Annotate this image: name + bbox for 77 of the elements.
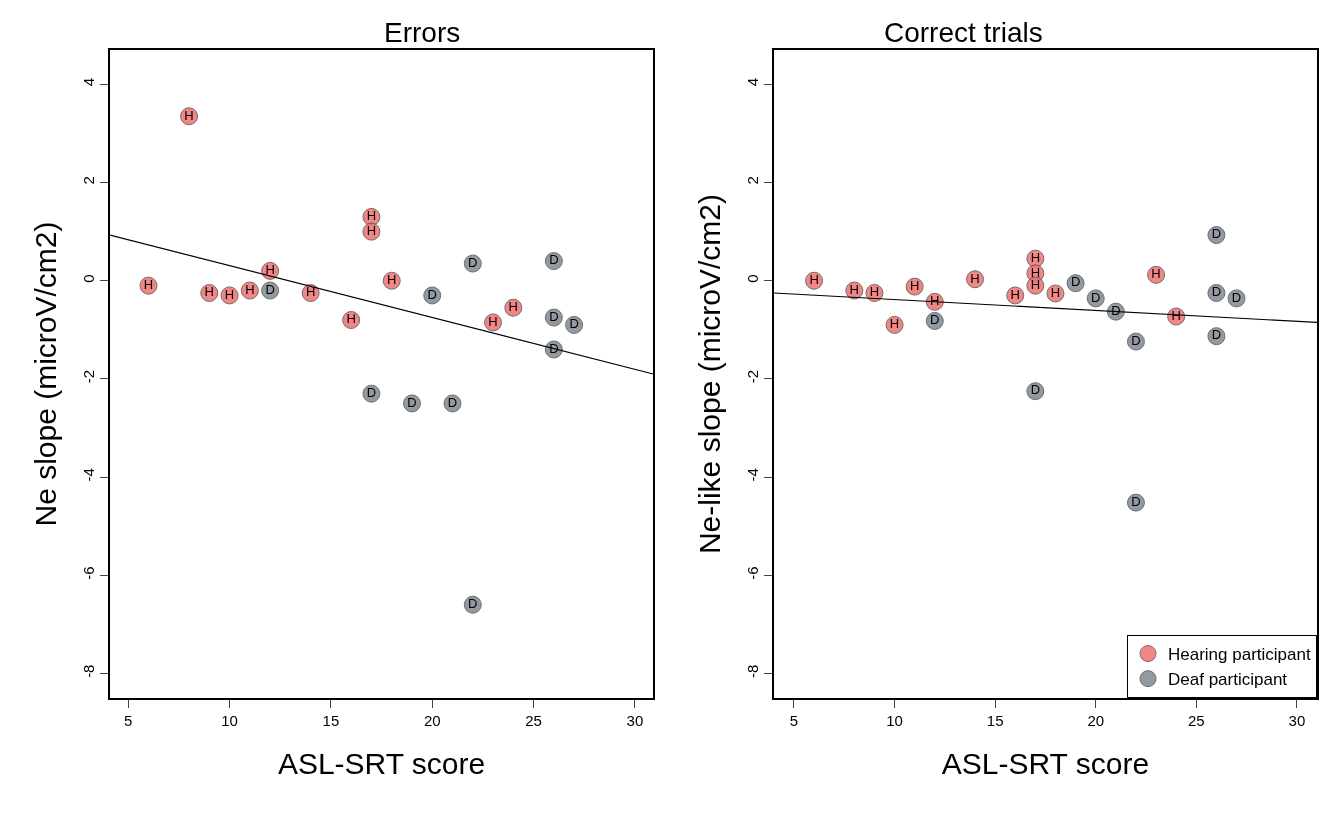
data-label: D (468, 595, 478, 611)
data-label: H (1050, 284, 1061, 300)
x-tick-label: 20 (1087, 711, 1105, 729)
data-label: H (265, 262, 275, 278)
data-label: H (143, 276, 154, 292)
data-label: H (889, 316, 900, 332)
data-label: D (1131, 332, 1141, 348)
x-axis-title: ASL-SRT score (277, 746, 486, 780)
data-label: H (869, 284, 880, 300)
data-label: H (224, 286, 235, 302)
data-label: H (970, 270, 980, 286)
data-label: D (549, 252, 559, 268)
data-label: D (930, 312, 940, 328)
data-label: D (1070, 274, 1081, 290)
data-label: H (245, 281, 255, 297)
data-label: H (849, 281, 860, 297)
y-tick-label: -4 (744, 468, 762, 482)
data-label: H (1010, 286, 1020, 302)
y-tick-label: 0 (80, 274, 98, 283)
y-axis-title: Ne-like slope (microV/cm2) (692, 193, 726, 555)
legend-label: Hearing participant (1168, 645, 1311, 665)
data-label: H (488, 313, 498, 329)
data-label: H (366, 208, 377, 224)
data-label: H (204, 284, 215, 300)
y-tick-label: -8 (80, 664, 98, 678)
data-label: D (468, 254, 478, 270)
x-tick-label: 5 (124, 711, 133, 729)
x-tick-label: 15 (322, 711, 340, 729)
legend-label: Deaf participant (1168, 670, 1288, 690)
data-label: D (407, 394, 417, 410)
data-label: H (809, 271, 819, 287)
data-label: D (366, 384, 377, 400)
data-label: D (1091, 289, 1101, 305)
y-tick-label: 2 (80, 176, 98, 185)
data-label: D (427, 286, 437, 302)
x-tick-label: 20 (423, 711, 441, 729)
data-label: D (1131, 493, 1141, 509)
data-label: H (346, 311, 356, 327)
x-tick-label: 30 (1288, 711, 1306, 729)
data-label: D (1211, 327, 1222, 343)
chart-title: Errors (384, 17, 461, 48)
x-tick-label: 15 (986, 711, 1004, 729)
x-tick-label: 30 (626, 711, 644, 729)
y-tick-label: -2 (80, 369, 98, 384)
data-label: D (1030, 382, 1041, 398)
data-label: H (184, 107, 194, 123)
y-axis-title: Ne slope (microV/cm2) (28, 221, 62, 527)
data-label: D (1211, 226, 1222, 242)
y-tick-label: 4 (80, 77, 98, 87)
data-label: D (549, 308, 559, 324)
data-label: D (447, 394, 458, 410)
y-tick-label: -8 (744, 664, 762, 678)
y-tick-label: -4 (80, 468, 98, 482)
chart-title: Correct trials (884, 17, 1043, 48)
data-label: H (1151, 266, 1161, 282)
y-tick-label: -6 (744, 566, 762, 580)
data-label: H (387, 271, 397, 287)
x-tick-label: 25 (525, 711, 542, 729)
x-axis-title: ASL-SRT score (941, 746, 1150, 780)
y-tick-label: -6 (80, 566, 98, 580)
data-label: D (1231, 289, 1242, 305)
x-tick-label: 5 (789, 711, 799, 729)
x-tick-label: 25 (1187, 711, 1205, 729)
data-label: H (305, 284, 316, 300)
data-label: H (366, 222, 377, 238)
y-tick-label: 2 (744, 176, 762, 185)
data-label: H (1030, 249, 1041, 265)
data-label: D (265, 281, 275, 297)
y-tick-label: -2 (744, 369, 762, 384)
y-tick-label: 0 (744, 274, 762, 283)
x-tick-label: 10 (221, 711, 238, 729)
data-label: H (909, 277, 920, 293)
data-label: H (508, 298, 519, 314)
x-tick-label: 10 (886, 711, 903, 729)
data-label: D (569, 316, 579, 332)
y-tick-label: 4 (744, 77, 762, 87)
data-label: D (1211, 284, 1222, 300)
